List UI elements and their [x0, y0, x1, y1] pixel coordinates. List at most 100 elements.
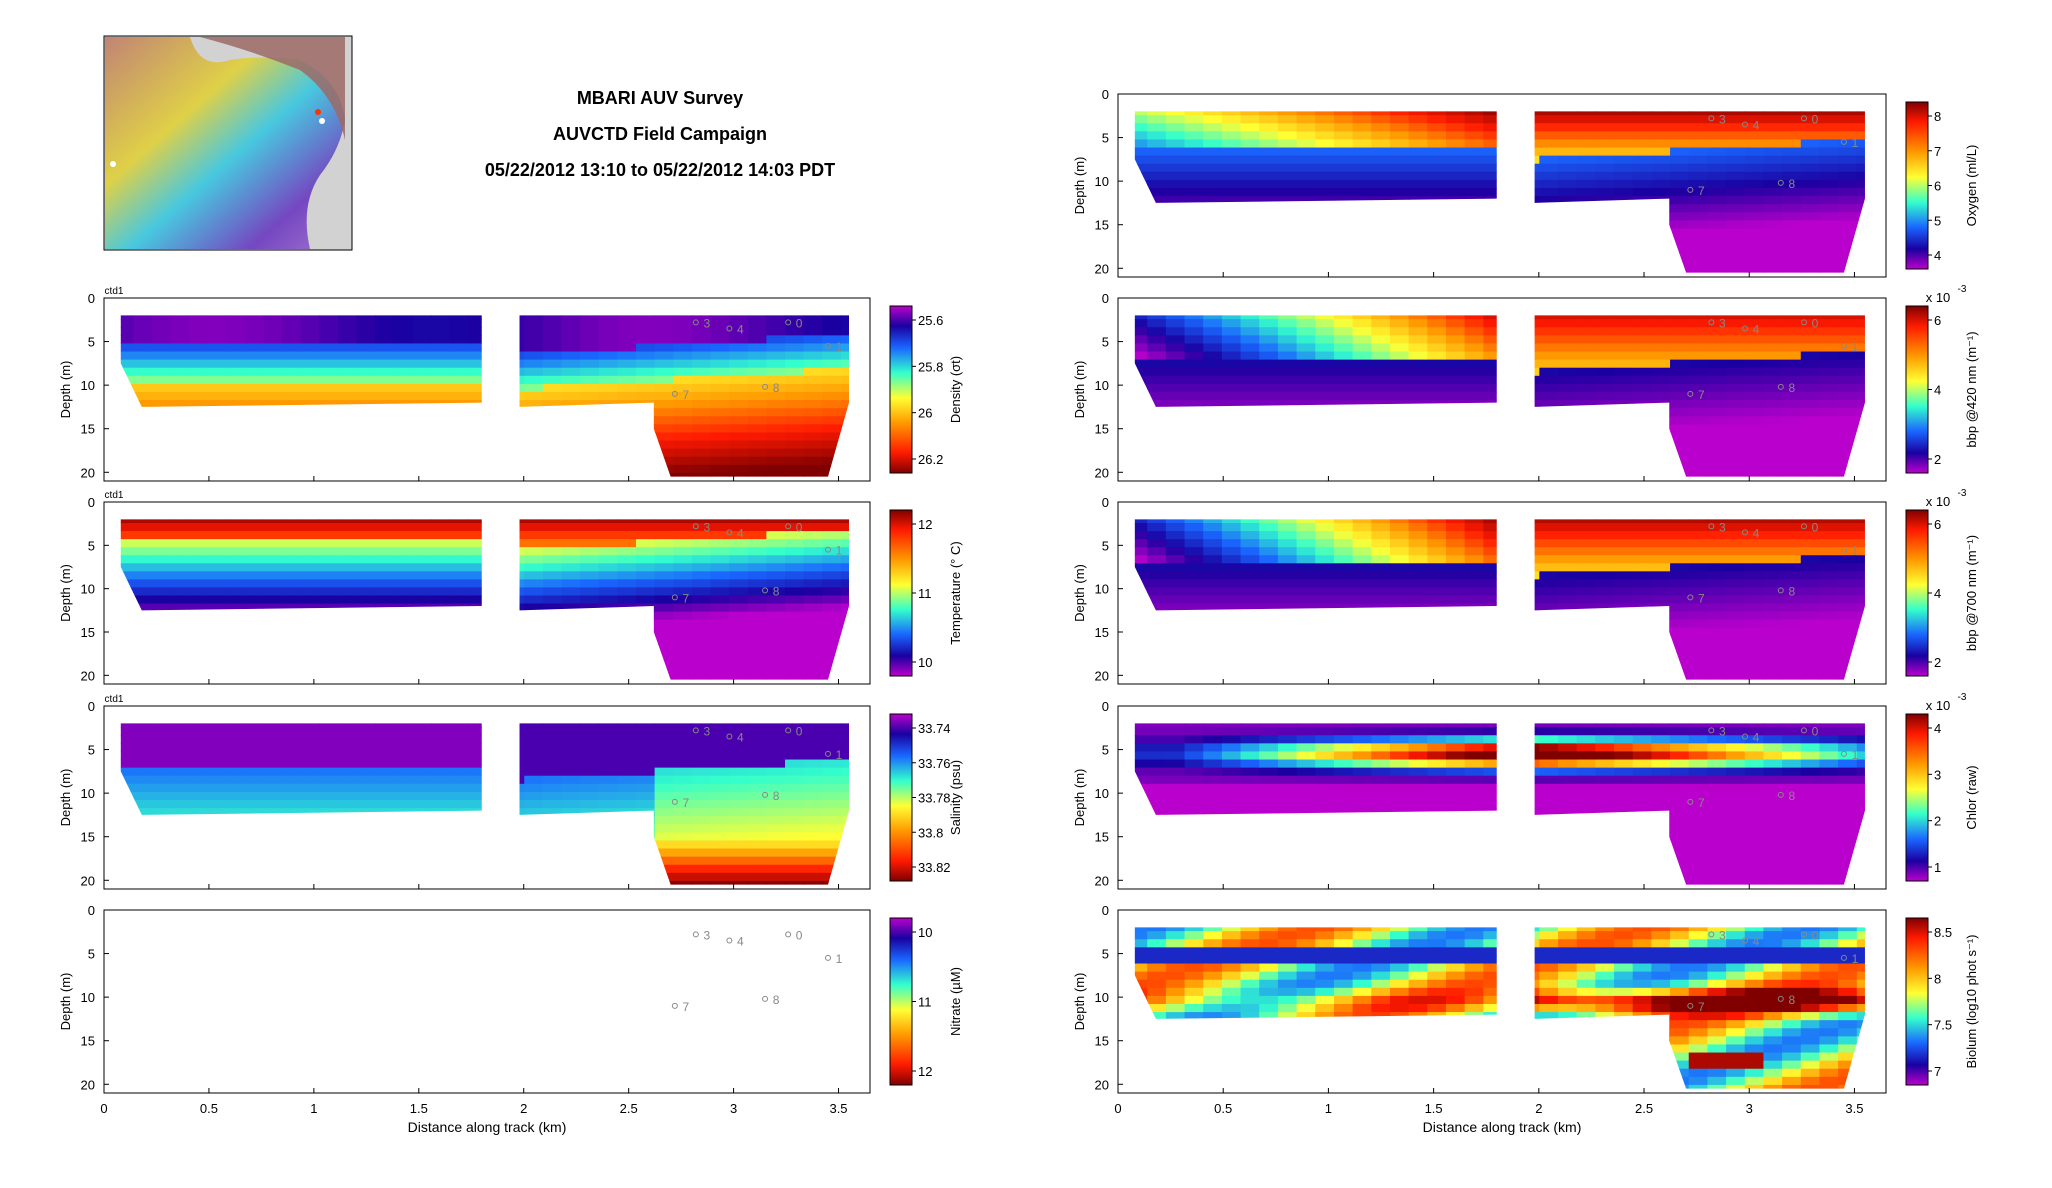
heat-cell: [1707, 220, 1727, 230]
heat-cell: [1856, 196, 1865, 205]
heat-cell: [337, 335, 358, 345]
heat-cell: [766, 840, 786, 850]
heat-cell: [1856, 163, 1865, 173]
heat-cell: [1744, 424, 1765, 434]
heat-cell: [1464, 383, 1484, 393]
heat-cell: [1558, 315, 1578, 320]
heat-cell: [1464, 139, 1484, 149]
heat-cell: [822, 432, 842, 442]
heat-cell: [468, 327, 488, 336]
heat-cell: [151, 571, 171, 580]
heat-cell: [524, 595, 544, 605]
heat-cell: [207, 791, 227, 801]
heat-cell: [1595, 359, 1615, 369]
heat-cell: [747, 767, 767, 777]
heat-cell: [1277, 335, 1298, 345]
heat-cell: [1165, 587, 1186, 597]
heat-cell: [636, 767, 656, 777]
heat-cell: [412, 547, 432, 556]
heat-cell: [120, 775, 134, 785]
heat-cell: [524, 808, 544, 817]
heat-cell: [1782, 147, 1802, 157]
heat-cell: [617, 571, 637, 580]
heat-cell: [654, 727, 674, 736]
heat-cell: [1147, 587, 1167, 597]
heat-cell: [598, 367, 618, 377]
heat-cell: [1315, 391, 1335, 401]
heat-cell: [1782, 260, 1802, 270]
heat-cell: [393, 775, 414, 785]
heat-cell: [1464, 315, 1484, 320]
heat-cell: [1819, 359, 1839, 369]
heat-cell: [1763, 335, 1783, 345]
heat-cell: [636, 375, 656, 385]
heat-cell: [356, 791, 376, 801]
heat-cell: [747, 603, 767, 613]
heat-cell: [1800, 472, 1821, 477]
heat-cell: [1614, 391, 1634, 401]
heat-cell: [412, 791, 432, 801]
heat-cell: [1203, 155, 1223, 165]
heat-cell: [1277, 155, 1298, 165]
heat-cell: [282, 327, 302, 336]
heat-cell: [654, 832, 674, 842]
heat-cell: [1744, 260, 1765, 270]
heat-cell: [133, 383, 153, 393]
heat-cell: [1315, 539, 1335, 548]
heat-cell: [1558, 327, 1578, 336]
station-label: 8: [773, 381, 780, 395]
heat-cell: [654, 448, 674, 458]
heat-cell: [747, 523, 767, 532]
heat-cell: [1333, 383, 1354, 393]
heat-cell: [1371, 147, 1391, 157]
heat-cell: [840, 555, 850, 564]
heat-cell: [1221, 587, 1242, 597]
heat-cell: [840, 531, 850, 540]
heat-cell: [1782, 268, 1802, 273]
heat-cell: [1165, 375, 1186, 385]
heat-cell: [1782, 319, 1802, 328]
heat-cell: [1165, 579, 1186, 589]
heat-cell: [617, 555, 637, 564]
heat-cell: [1800, 147, 1821, 157]
heat-cell: [598, 531, 618, 540]
heat-cell: [710, 383, 730, 393]
heat-cell: [1558, 531, 1578, 540]
heat-cell: [244, 523, 265, 532]
heat-cell: [785, 643, 805, 653]
heat-cell: [1427, 351, 1447, 361]
heat-cell: [636, 391, 656, 401]
station-marker: [1800, 115, 1807, 122]
heat-cell: [524, 727, 544, 736]
heat-cell: [1389, 579, 1410, 589]
heat-cell: [1539, 163, 1559, 173]
heat-cell: [766, 619, 786, 629]
heat-cell: [1763, 327, 1783, 336]
heat-cell: [1296, 539, 1316, 548]
heat-cell: [1147, 147, 1167, 157]
heat-cell: [747, 375, 767, 385]
heat-cell: [1240, 139, 1260, 149]
heat-cell: [151, 539, 171, 548]
heat-cell: [1726, 464, 1746, 474]
heat-cell: [1707, 212, 1727, 221]
heat-cell: [840, 375, 850, 385]
heat-cell: [1614, 343, 1634, 353]
heat-cell: [710, 432, 730, 442]
heat-cell: [1558, 196, 1578, 205]
heat-cell: [561, 539, 581, 548]
heat-cell: [598, 335, 618, 345]
heat-cell: [803, 351, 823, 361]
heat-cell: [1670, 179, 1690, 189]
heat-cell: [766, 799, 786, 809]
heat-cell: [1744, 375, 1765, 385]
heat-cell: [747, 643, 767, 653]
heat-cell: [1782, 359, 1802, 369]
heat-cell: [207, 327, 227, 336]
heat-cell: [1352, 123, 1372, 132]
heat-cell: [785, 464, 805, 474]
heat-cell: [319, 319, 339, 328]
heat-cell: [1651, 315, 1671, 320]
heat-cell: [1389, 163, 1410, 173]
heat-cell: [1483, 123, 1503, 132]
